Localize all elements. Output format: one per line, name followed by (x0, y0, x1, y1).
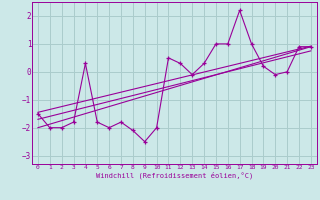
X-axis label: Windchill (Refroidissement éolien,°C): Windchill (Refroidissement éolien,°C) (96, 171, 253, 179)
